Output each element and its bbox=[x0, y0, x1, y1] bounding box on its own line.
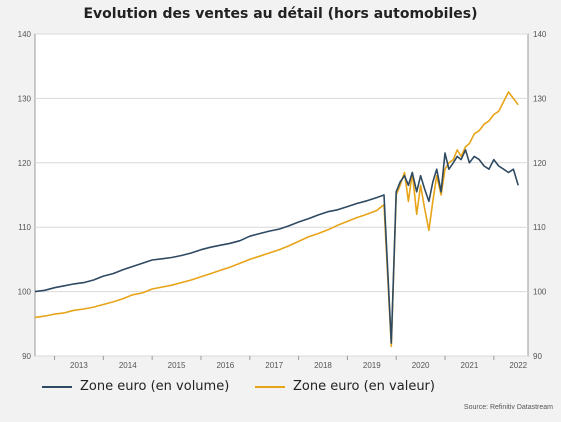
legend-item-volume: Zone euro (en volume) bbox=[42, 379, 229, 394]
y-tick-label-left: 120 bbox=[18, 159, 32, 168]
y-tick-label-right: 100 bbox=[533, 288, 547, 297]
x-tick-label: 2013 bbox=[70, 361, 88, 370]
plot-area bbox=[34, 33, 529, 357]
x-tick-label: 2017 bbox=[265, 361, 283, 370]
legend-label-valeur: Zone euro (en valeur) bbox=[293, 379, 435, 394]
x-tick-label: 2022 bbox=[509, 361, 527, 370]
legend-swatch-valeur bbox=[255, 385, 285, 388]
legend: Zone euro (en volume) Zone euro (en vale… bbox=[0, 379, 561, 399]
y-tick-label-left: 110 bbox=[18, 223, 31, 232]
x-tick-label: 2020 bbox=[412, 361, 430, 370]
y-tick-label-left: 90 bbox=[22, 352, 31, 361]
source-note: Source: Refinitiv Datastream bbox=[463, 404, 553, 411]
y-tick-label-right: 140 bbox=[533, 30, 547, 39]
legend-label-volume: Zone euro (en volume) bbox=[80, 379, 230, 394]
series-line-volume bbox=[34, 149, 519, 344]
y-tick-label-left: 130 bbox=[18, 94, 32, 103]
y-tick-label-right: 130 bbox=[533, 94, 547, 103]
x-tick-label: 2021 bbox=[461, 361, 479, 370]
y-tick-label-left: 140 bbox=[18, 30, 32, 39]
chart-title: Evolution des ventes au détail (hors aut… bbox=[83, 6, 478, 22]
y-tick-label-left: 100 bbox=[18, 288, 32, 297]
legend-item-valeur: Zone euro (en valeur) bbox=[255, 379, 435, 394]
x-tick-label: 2015 bbox=[168, 361, 186, 370]
y-tick-label-right: 90 bbox=[533, 352, 542, 361]
x-tick-label: 2014 bbox=[119, 361, 137, 370]
y-tick-label-right: 110 bbox=[533, 223, 546, 232]
y-tick-label-right: 120 bbox=[533, 159, 547, 168]
x-tick-label: 2016 bbox=[216, 361, 234, 370]
x-tick-label: 2019 bbox=[363, 361, 381, 370]
legend-swatch-volume bbox=[42, 385, 72, 388]
x-tick-label: 2018 bbox=[314, 361, 332, 370]
series-line-valeur bbox=[34, 91, 519, 348]
